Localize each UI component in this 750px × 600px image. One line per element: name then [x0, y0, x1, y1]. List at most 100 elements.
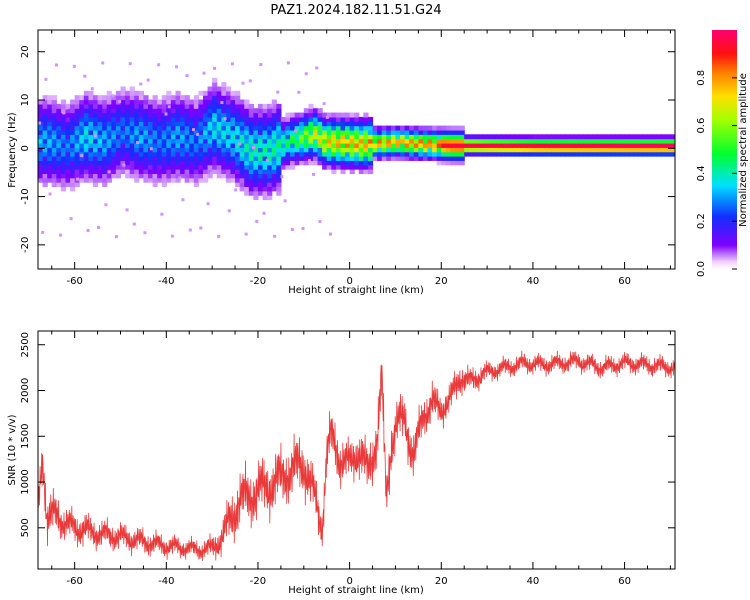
heatmap-cell	[184, 116, 190, 122]
heatmap-cell	[404, 138, 410, 144]
heatmap-cell	[422, 134, 429, 140]
heatmap-cell	[276, 142, 282, 148]
heatmap-cell	[143, 125, 149, 131]
heatmap-cell	[395, 125, 401, 131]
heatmap-cell	[422, 156, 429, 161]
heatmap-cell	[560, 134, 566, 140]
heatmap-cell	[51, 103, 57, 109]
heatmap-cell	[92, 112, 99, 118]
heatmap-cell	[184, 129, 190, 135]
heatmap-cell	[106, 99, 112, 105]
heatmap-cell	[514, 151, 520, 157]
heatmap-cell	[83, 138, 90, 144]
heatmap-cell	[120, 116, 126, 122]
heatmap-cell	[244, 164, 250, 170]
heatmap-cell	[239, 173, 245, 179]
heatmap-cell	[345, 129, 351, 135]
heatmap-cell	[221, 129, 227, 135]
heatmap-cell	[363, 151, 369, 157]
heatmap-cell	[79, 95, 85, 101]
heatmap-cell	[340, 156, 346, 161]
heatmap-cell	[157, 108, 163, 114]
heatmap-cell	[88, 156, 94, 161]
heatmap-cell	[285, 112, 291, 118]
heatmap-cell	[221, 164, 227, 170]
heatmap-cell	[152, 103, 158, 109]
heatmap-cell	[505, 138, 511, 144]
heatmap-cell	[102, 108, 108, 114]
heatmap-cell	[257, 151, 264, 157]
heatmap-cell	[38, 108, 44, 114]
heatmap-cell	[267, 138, 273, 144]
heatmap-cell	[253, 108, 259, 114]
heatmap-cell	[216, 156, 222, 161]
heatmap-speck	[304, 72, 308, 76]
heatmap-cell	[244, 186, 250, 192]
heatmap-cell	[317, 147, 323, 153]
heatmap-cell	[115, 138, 122, 144]
heatmap-cell	[56, 138, 62, 144]
heatmap-cell	[624, 142, 630, 148]
heatmap-cell	[546, 138, 552, 144]
heatmap-cell	[390, 151, 397, 157]
heatmap-cell	[445, 125, 452, 131]
heatmap-cell	[519, 147, 525, 153]
y-tick-label: 500	[20, 518, 31, 537]
heatmap-cell	[193, 177, 199, 183]
heatmap-cell	[285, 125, 291, 131]
heatmap-cell	[464, 151, 470, 157]
heatmap-cell	[267, 121, 273, 127]
heatmap-cell	[56, 125, 62, 131]
heatmap-cell	[111, 121, 117, 127]
heatmap-cell	[70, 121, 76, 127]
heatmap-cell	[152, 121, 158, 127]
heatmap-cell	[349, 134, 355, 140]
heatmap-cell	[244, 169, 250, 174]
heatmap-cell	[436, 134, 442, 140]
heatmap-cell	[129, 129, 135, 135]
heatmap-speck	[188, 228, 192, 232]
heatmap-cell	[638, 151, 644, 157]
heatmap-cell	[152, 134, 158, 140]
heatmap-cell	[166, 173, 172, 179]
heatmap-cell	[299, 138, 305, 144]
heatmap-cell	[464, 147, 470, 153]
heatmap-cell	[244, 129, 250, 135]
heatmap-cell	[574, 151, 580, 157]
heatmap-cell	[138, 112, 145, 118]
heatmap-cell	[280, 121, 287, 127]
heatmap-cell	[97, 125, 103, 131]
heatmap-cell	[161, 169, 167, 174]
heatmap-cell	[345, 112, 351, 118]
heatmap-cell	[587, 138, 594, 144]
heatmap-cell	[60, 108, 67, 114]
heatmap-cell	[450, 129, 456, 135]
heatmap-cell	[665, 147, 672, 153]
heatmap-cell	[290, 138, 296, 144]
heatmap-cell	[120, 134, 126, 140]
heatmap-cell	[115, 103, 122, 109]
heatmap-cell	[257, 173, 264, 179]
heatmap-cell	[212, 90, 218, 96]
heatmap-cell	[138, 164, 145, 170]
heatmap-cell	[519, 142, 525, 148]
heatmap-cell	[225, 108, 232, 114]
heatmap-cell	[189, 108, 195, 114]
heatmap-cell	[326, 129, 332, 135]
heatmap-cell	[207, 108, 213, 114]
heatmap-cell	[262, 186, 268, 192]
snr-ylabel: SNR (10 * v/v)	[7, 414, 18, 485]
heatmap-cell	[280, 156, 287, 161]
heatmap-cell	[395, 142, 401, 148]
heatmap-cell	[500, 138, 507, 144]
heatmap-cell	[134, 164, 140, 170]
heatmap-cell	[147, 169, 154, 174]
x-tick-label: 0	[346, 576, 352, 587]
heatmap-cell	[125, 169, 131, 174]
heatmap-cell	[92, 151, 99, 157]
heatmap-cell	[418, 129, 424, 135]
heatmap-cell	[65, 160, 71, 166]
heatmap-cell	[225, 129, 232, 135]
heatmap-cell	[358, 160, 364, 166]
heatmap-cell	[60, 142, 67, 148]
